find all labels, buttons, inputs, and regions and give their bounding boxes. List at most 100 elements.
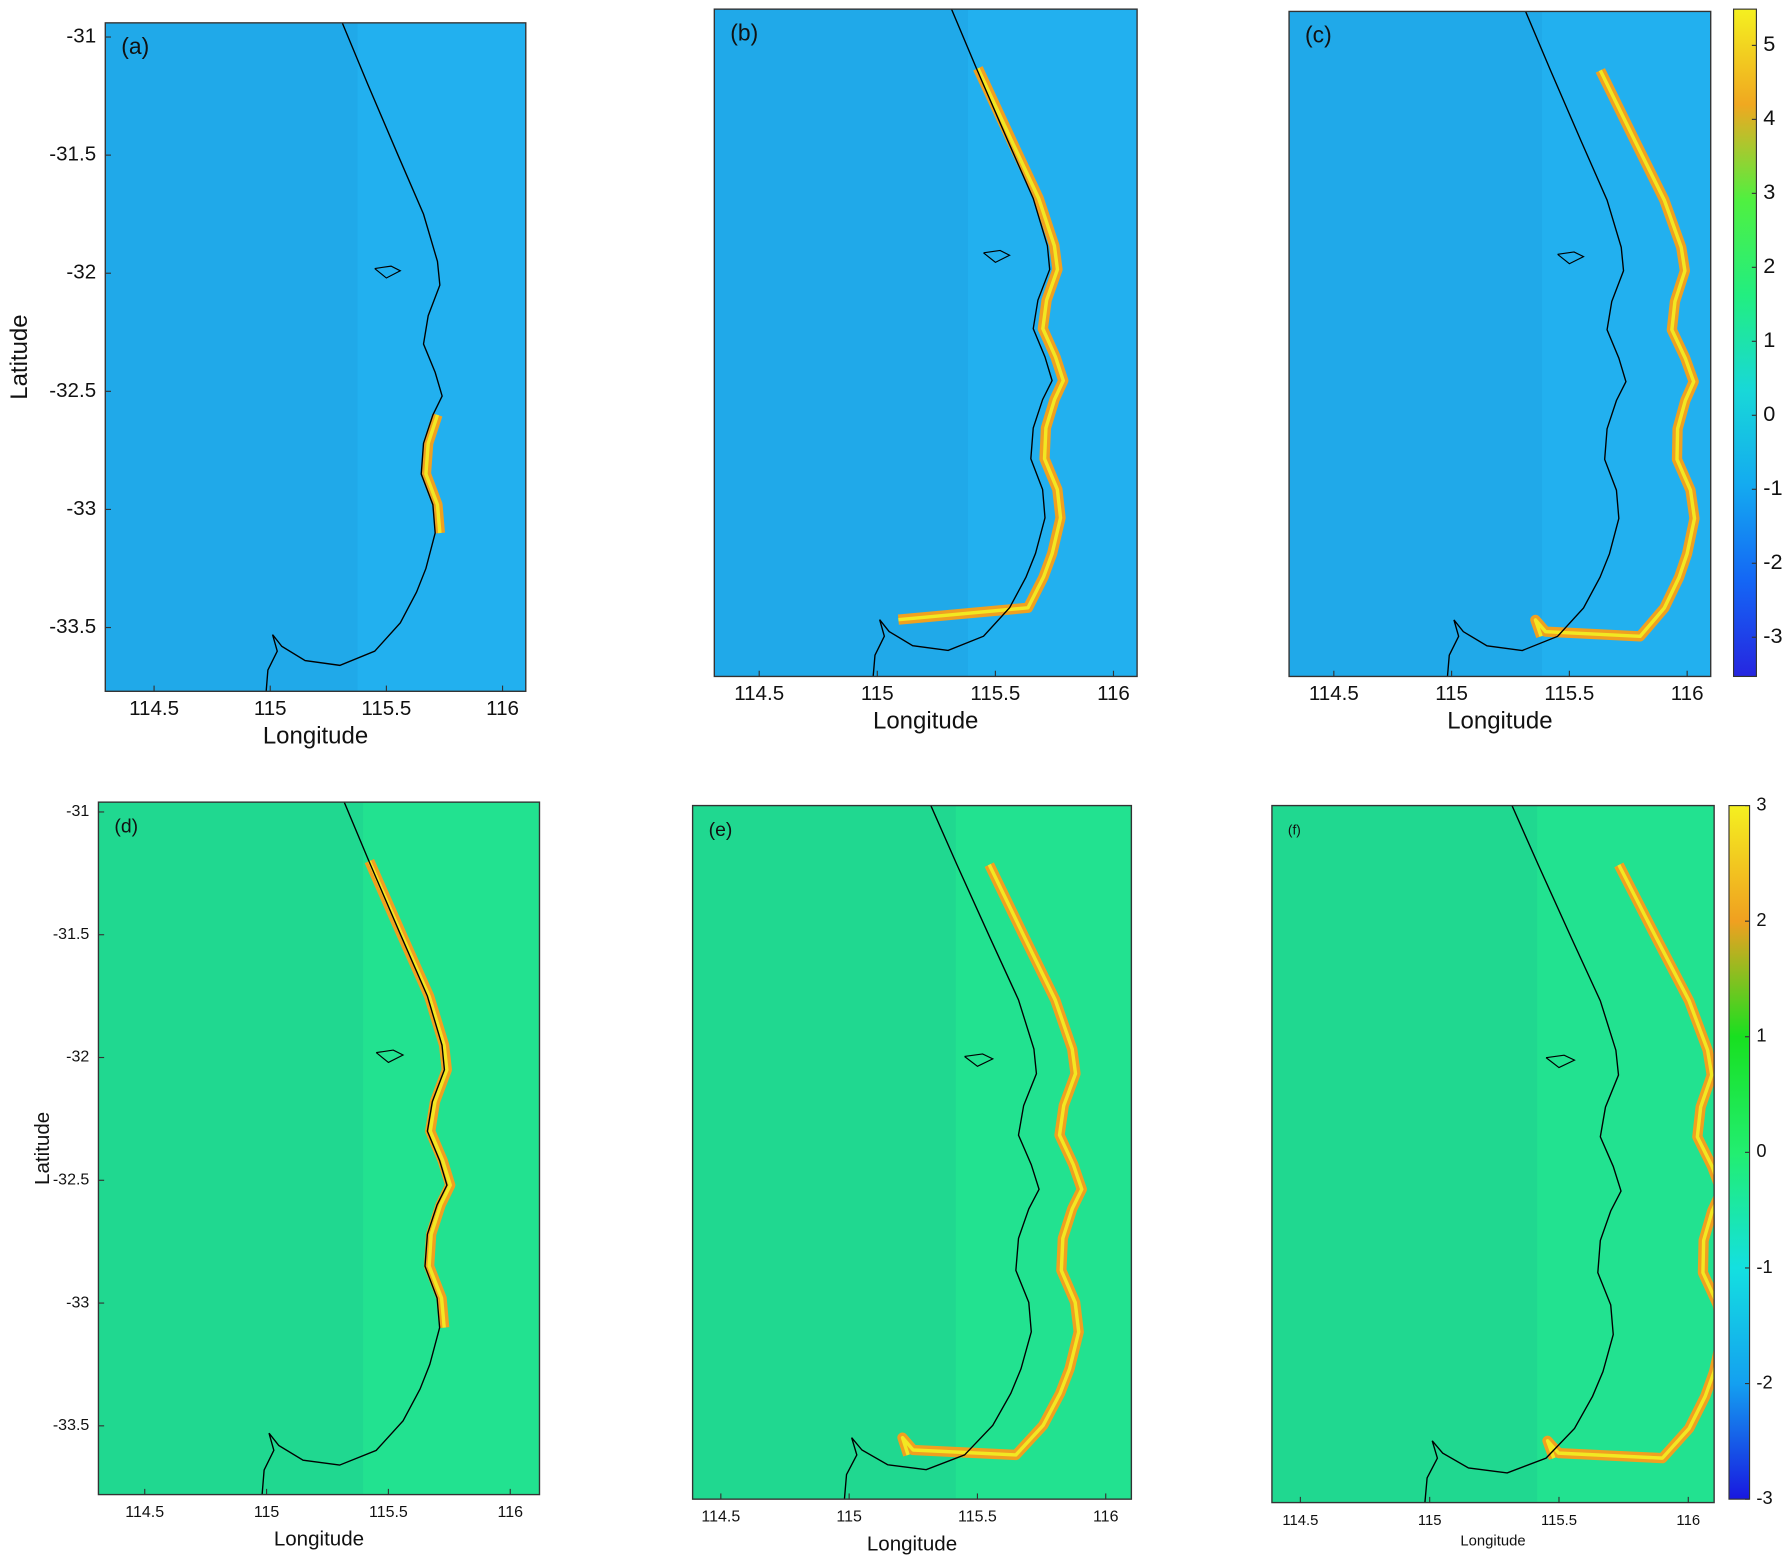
island [374, 265, 402, 279]
colorbar-tick-label: 5 [1763, 31, 1775, 56]
colorbar [1732, 8, 1757, 678]
map [714, 9, 1138, 677]
y-tick-label: -32.5 [49, 379, 96, 402]
coastline [261, 802, 448, 1495]
colorbar-tick-label: 2 [1763, 253, 1775, 278]
colorbar-tick-label: -2 [1763, 549, 1782, 574]
map [98, 802, 540, 1495]
y-tick-label: -31 [66, 803, 89, 820]
x-axis-label: Longitude [263, 722, 368, 749]
field-shade [105, 22, 358, 692]
y-tick-label: -31.5 [53, 926, 90, 943]
x-tick-label: 114.5 [1282, 1513, 1318, 1529]
y-tick-label: -33 [66, 1294, 89, 1311]
x-tick-label: 114.5 [734, 682, 784, 705]
y-axis-label: Latitude [6, 314, 33, 399]
field [98, 802, 540, 1495]
y-tick-label: -32 [66, 261, 96, 284]
x-tick-label: 115 [836, 1509, 862, 1526]
x-tick-label: 115 [1435, 682, 1468, 705]
y-tick-label: -32.5 [53, 1172, 90, 1189]
x-tick-label: 115.5 [1541, 1513, 1577, 1529]
map [105, 22, 526, 692]
y-tick-label: -33.5 [49, 615, 96, 638]
hotspot-core [367, 860, 452, 1328]
x-tick-label: 115.5 [361, 697, 411, 720]
field [1289, 11, 1711, 677]
frame [97, 801, 541, 1496]
hotspot-core [900, 863, 1084, 1457]
coastline [265, 22, 443, 692]
panel-label: (e) [709, 819, 733, 841]
x-tick-label: 115.5 [1544, 682, 1594, 705]
colorbar-tick-label: 2 [1756, 909, 1766, 930]
field [105, 22, 526, 692]
panel-label: (d) [114, 815, 138, 837]
colorbar-tick-label: 0 [1756, 1140, 1766, 1161]
hotspot-core [1533, 69, 1697, 639]
field-shade [98, 802, 364, 1495]
coastline [872, 9, 1053, 677]
x-tick-label: 116 [1676, 1513, 1700, 1529]
colorbar-tick-label: 0 [1763, 401, 1775, 426]
hotspot-core [898, 67, 1065, 622]
y-tick-label: -32 [66, 1049, 89, 1066]
colorbar-tick-label: -1 [1763, 475, 1782, 500]
map [1271, 805, 1715, 1503]
x-tick-label: 116 [1093, 1509, 1119, 1526]
field [692, 805, 1132, 1500]
island [1557, 251, 1585, 265]
frame [1288, 10, 1712, 678]
x-axis-label: Longitude [274, 1528, 364, 1551]
x-tick-label: 115.5 [958, 1509, 997, 1526]
colorbar-tick-label: -3 [1763, 623, 1782, 648]
x-tick-label: 116 [1671, 682, 1704, 705]
colorbar-tick-label: -3 [1756, 1487, 1772, 1508]
island [983, 249, 1011, 264]
colorbar-tick-label: 1 [1756, 1025, 1766, 1046]
frame [691, 804, 1133, 1500]
y-tick-label: -31 [66, 24, 96, 47]
colorbar-tick-label: -2 [1756, 1371, 1772, 1392]
x-tick-label: 115 [254, 697, 287, 720]
x-axis-label: Longitude [873, 707, 978, 734]
map [1289, 11, 1711, 677]
field-shade [1289, 11, 1543, 677]
colorbar-tick-label: 1 [1763, 327, 1775, 352]
coastline [1424, 805, 1622, 1503]
colorbar-tick-label: 3 [1756, 793, 1766, 814]
coastline [1446, 11, 1627, 677]
y-tick-label: -33.5 [53, 1417, 90, 1434]
x-tick-label: 114.5 [701, 1509, 740, 1526]
field [714, 9, 1138, 677]
x-tick-label: 116 [486, 697, 519, 720]
colorbar-tick-label: 3 [1763, 179, 1775, 204]
x-tick-label: 115 [254, 1504, 280, 1521]
panel-label: (a) [121, 33, 149, 59]
x-axis-label: Longitude [1460, 1533, 1525, 1549]
x-tick-label: 115 [861, 682, 894, 705]
panel-label: (f) [1288, 822, 1301, 837]
y-tick-label: -33 [66, 497, 96, 520]
x-tick-label: 116 [498, 1504, 524, 1521]
field [1271, 805, 1715, 1503]
x-tick-label: 114.5 [125, 1504, 164, 1521]
panel-label: (b) [730, 19, 758, 45]
x-tick-label: 116 [1097, 682, 1130, 705]
field-shade [1271, 805, 1538, 1503]
map [692, 805, 1132, 1500]
x-tick-label: 114.5 [129, 697, 179, 720]
hotspot-core [1545, 864, 1715, 1460]
colorbar-tick-label: 4 [1763, 105, 1775, 130]
x-tick-label: 115.5 [369, 1504, 408, 1521]
frame [713, 8, 1138, 678]
frame [1271, 804, 1715, 1504]
island [964, 1053, 995, 1067]
panel-label: (c) [1305, 22, 1332, 48]
field-shade [714, 9, 968, 677]
colorbar-tick-label: -1 [1756, 1256, 1772, 1277]
x-tick-label: 115.5 [970, 682, 1020, 705]
x-tick-label: 114.5 [1309, 682, 1359, 705]
